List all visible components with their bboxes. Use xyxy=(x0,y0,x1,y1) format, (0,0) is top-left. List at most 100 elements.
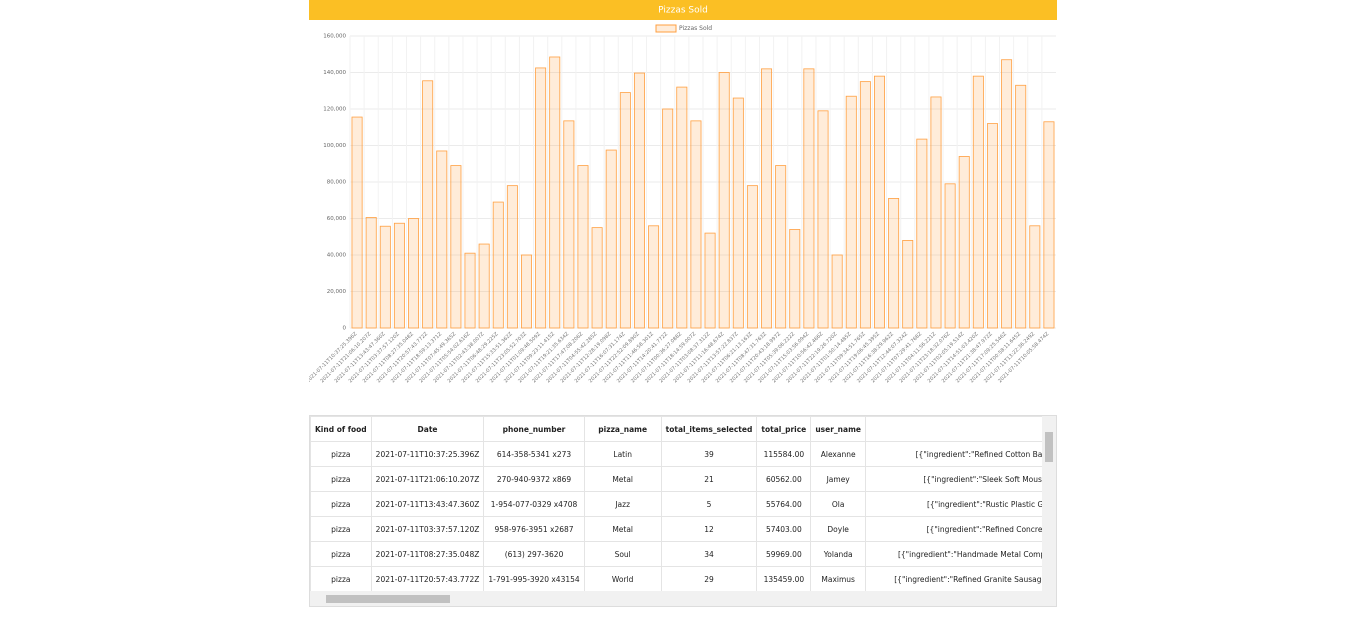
table-cell: (613) 297-3620 xyxy=(483,541,585,567)
table-cell: 270-940-9372 x869 xyxy=(483,466,585,492)
table-cell: 2021-07-11T13:43:47.360Z xyxy=(370,491,485,517)
vertical-scrollbar[interactable] xyxy=(1042,416,1056,592)
table-cell: 57403.00 xyxy=(756,516,812,542)
bar xyxy=(648,225,660,329)
bar xyxy=(888,198,900,329)
bar xyxy=(761,68,773,329)
bar xyxy=(506,185,518,329)
y-tick-label: 20,000 xyxy=(327,289,347,295)
table-cell: pizza xyxy=(310,566,372,592)
table-cell: 2021-07-11T08:27:35.048Z xyxy=(370,541,485,567)
bar xyxy=(676,86,688,329)
table-cell: [{"ingredient":"Rustic Plastic Glo xyxy=(865,491,1051,517)
bar xyxy=(379,225,391,329)
table-cell: pizza xyxy=(310,541,372,567)
table-cell: 958-976-3951 x2687 xyxy=(483,516,585,542)
table-cell: 29 xyxy=(660,566,758,592)
bar xyxy=(549,56,561,329)
horizontal-scrollbar[interactable] xyxy=(310,591,1056,606)
table-cell: 1-954-077-0329 x4708 xyxy=(483,491,585,517)
header-row: Kind of food Date phone_number pizza_name to… xyxy=(310,416,1051,442)
bar xyxy=(577,165,589,329)
y-tick-label: 140,000 xyxy=(323,70,346,76)
table-cell: pizza xyxy=(310,516,372,542)
bar xyxy=(535,67,547,329)
table-cell: pizza xyxy=(310,441,372,467)
legend-label: Pizzas Sold xyxy=(679,25,712,32)
table-cell: World xyxy=(583,566,662,592)
bar xyxy=(1015,84,1027,329)
bar xyxy=(817,110,829,329)
table-cell: 21 xyxy=(660,466,758,492)
bar xyxy=(746,185,758,329)
bar xyxy=(930,96,942,329)
table-cell: 2021-07-11T20:57:43.772Z xyxy=(370,566,485,592)
table-cell: 60562.00 xyxy=(756,466,812,492)
bar xyxy=(845,95,857,329)
bar xyxy=(958,156,970,329)
bar xyxy=(944,183,956,329)
table-cell: Doyle xyxy=(810,516,866,542)
table-cell: Latin xyxy=(583,441,662,467)
bar xyxy=(732,97,744,329)
bar xyxy=(1001,59,1013,329)
table-cell: pizza xyxy=(310,491,372,517)
data-table: Kind of food Date phone_number pizza_name to… xyxy=(309,415,1057,607)
bar xyxy=(986,123,998,329)
bar xyxy=(422,80,434,329)
column-header: phone_number xyxy=(483,416,585,442)
bar xyxy=(972,75,984,329)
table-cell: Metal xyxy=(583,516,662,542)
bar xyxy=(859,81,871,329)
table-cell: 2021-07-11T10:37:25.396Z xyxy=(370,441,485,467)
chart: Pizzas Sold Pizzas Sold 0 20,000 40,000 60,… xyxy=(309,0,1057,384)
table-cell: 5 xyxy=(660,491,758,517)
table-cell: 2021-07-11T03:37:57.120Z xyxy=(370,516,485,542)
column-header: user_name xyxy=(810,416,866,442)
y-tick-label: 120,000 xyxy=(323,107,346,113)
column-header: Kind of food xyxy=(310,416,372,442)
table-cell: [{"ingredient":"Refined Concrete xyxy=(865,516,1051,542)
table-cell: 12 xyxy=(660,516,758,542)
bar xyxy=(351,116,363,329)
y-tick-label: 0 xyxy=(343,326,347,332)
table-cell: 115584.00 xyxy=(756,441,812,467)
table-cell: 59969.00 xyxy=(756,541,812,567)
bar xyxy=(619,92,631,329)
y-tick-label: 100,000 xyxy=(323,143,346,149)
bar xyxy=(1029,225,1041,329)
table-row: pizza 2021-07-11T13:43:47.360Z 1-954-077-0… xyxy=(310,491,1051,517)
column-header: Date xyxy=(370,416,485,442)
table-cell: 135459.00 xyxy=(756,566,812,592)
table-cell: [{"ingredient":"Handmade Metal Compu xyxy=(865,541,1051,567)
table-cell: Jamey xyxy=(810,466,866,492)
table-row: pizza 2021-07-11T20:57:43.772Z 1-791-995-3… xyxy=(310,566,1051,592)
bar xyxy=(902,239,914,329)
bar xyxy=(690,120,702,329)
bar xyxy=(393,222,405,329)
table-cell: 1-791-995-3920 x43154 xyxy=(483,566,585,592)
table-cell: 2021-07-11T21:06:10.207Z xyxy=(370,466,485,492)
bar xyxy=(916,138,928,329)
chart-title: Pizzas Sold xyxy=(658,6,708,16)
bar xyxy=(633,72,645,329)
table-cell: [{"ingredient":"Refined Cotton Ball" xyxy=(865,441,1051,467)
title-bar xyxy=(309,0,1057,20)
bar xyxy=(591,227,603,329)
bar xyxy=(450,165,462,329)
table-row: pizza 2021-07-11T08:27:35.048Z (613) 297-3… xyxy=(310,541,1051,567)
legend-swatch xyxy=(655,24,677,33)
y-tick-label: 160,000 xyxy=(323,34,346,40)
bar xyxy=(662,108,674,329)
bar xyxy=(789,229,801,329)
table-cell: Maximus xyxy=(810,566,866,592)
column-header: total_price xyxy=(756,416,812,442)
bar xyxy=(464,252,476,329)
table-cell: 614-358-5341 x273 xyxy=(483,441,585,467)
table-cell: [{"ingredient":"Refined Granite Sausages xyxy=(865,566,1051,592)
bar xyxy=(492,201,504,329)
table-cell: 34 xyxy=(660,541,758,567)
bar xyxy=(1043,121,1055,329)
table-cell: Jazz xyxy=(583,491,662,517)
